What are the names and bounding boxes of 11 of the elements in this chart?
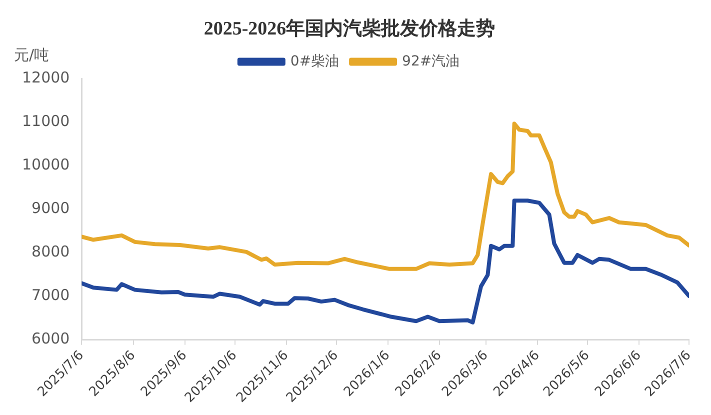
legend-label: 0#柴油 [290,53,340,70]
y-tick-label: 8000 [32,242,70,261]
y-tick-label: 9000 [32,199,70,218]
legend-label: 92#汽油 [402,53,460,70]
y-tick-label: 6000 [32,330,70,348]
y-tick-label: 10000 [22,156,70,174]
y-axis-title: 元/吨 [14,46,50,65]
chart-title: 2025-2026年国内汽柴批发价格走势 [204,17,496,40]
y-tick-label: 11000 [22,112,70,130]
y-tick-label: 12000 [22,68,70,87]
y-tick-label: 7000 [32,286,70,304]
